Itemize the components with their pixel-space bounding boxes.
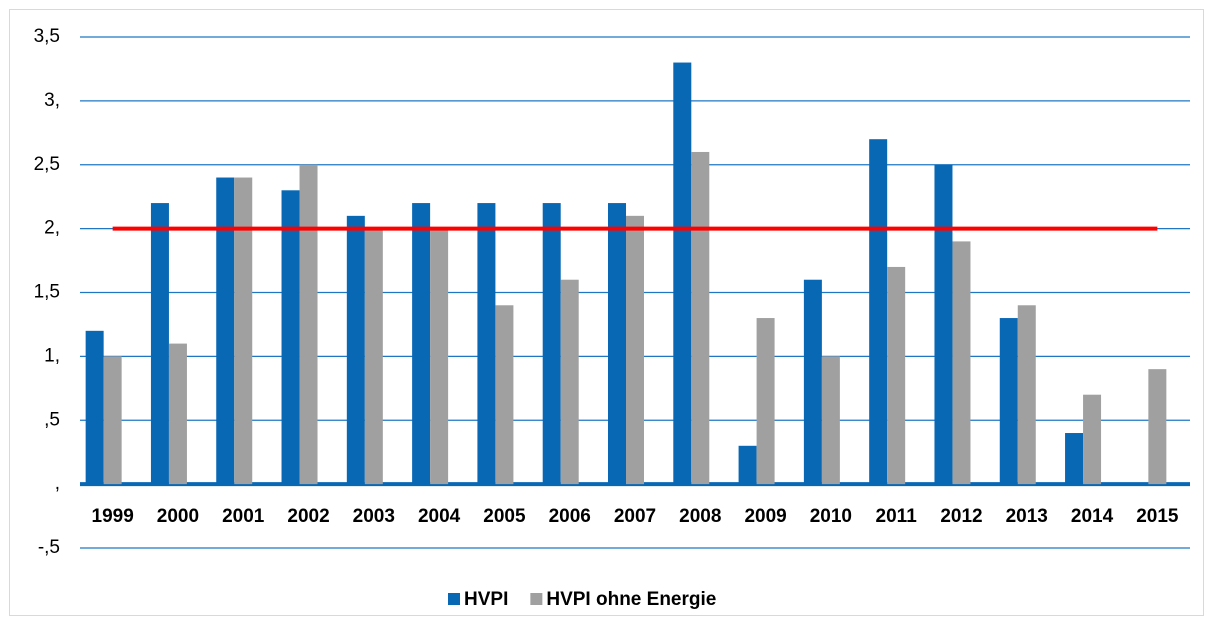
bar <box>738 445 757 485</box>
bar <box>887 266 906 485</box>
x-tick-label: 2007 <box>614 506 656 527</box>
x-tick-label: 2014 <box>1071 506 1114 527</box>
legend-swatch <box>448 593 460 605</box>
y-tick-label: 1,5 <box>34 282 60 303</box>
x-tick-label: 2013 <box>1006 506 1048 527</box>
bar <box>626 215 644 485</box>
bar <box>412 203 431 485</box>
bar <box>542 203 561 485</box>
bar <box>1017 305 1036 485</box>
bar <box>1065 433 1084 485</box>
bar <box>150 203 169 485</box>
y-tick-label: 2,5 <box>34 154 60 175</box>
bar <box>869 139 888 485</box>
x-tick-label: 2000 <box>157 506 199 527</box>
bar <box>85 330 104 485</box>
bar <box>364 228 383 485</box>
y-tick-label: , <box>55 473 60 494</box>
x-tick-label: 2005 <box>483 506 526 527</box>
bar <box>803 279 822 485</box>
legend-swatch <box>530 593 543 605</box>
bar <box>560 279 579 485</box>
bar <box>495 305 514 485</box>
x-tick-label: 2006 <box>549 506 591 527</box>
bar <box>691 151 710 485</box>
bar <box>234 177 253 485</box>
bar <box>168 343 187 485</box>
bar <box>756 318 775 485</box>
bar <box>299 164 318 485</box>
bar <box>1148 369 1167 485</box>
y-tick-label: 2, <box>44 218 60 239</box>
bar <box>216 177 235 485</box>
bar <box>934 164 953 485</box>
bar <box>346 215 365 485</box>
y-tick-label: 3,5 <box>34 26 60 47</box>
bar <box>673 62 692 485</box>
bar <box>281 190 300 485</box>
chart-border <box>9 9 1204 616</box>
x-tick-label: 2010 <box>810 506 852 527</box>
x-tick-label: 2004 <box>418 506 461 527</box>
bar <box>608 203 626 485</box>
legend-label: HVPI <box>464 589 508 610</box>
x-tick-label: 2002 <box>287 506 329 527</box>
x-tick-label: 1999 <box>92 506 134 527</box>
y-tick-label: 3, <box>44 90 60 111</box>
y-tick-label: 1, <box>44 345 60 366</box>
x-tick-label: 2015 <box>1136 506 1179 527</box>
bar <box>477 203 496 485</box>
bar <box>103 356 122 485</box>
x-tick-label: 2001 <box>222 506 265 527</box>
x-tick-label: 2008 <box>679 506 721 527</box>
bar <box>821 356 840 485</box>
x-tick-label: 2011 <box>876 506 918 527</box>
y-tick-label: ,5 <box>44 409 60 430</box>
x-tick-label: 2009 <box>744 506 786 527</box>
bar <box>430 228 449 485</box>
bar <box>999 318 1018 485</box>
x-tick-label: 2012 <box>940 506 982 527</box>
y-tick-label: -,5 <box>38 537 60 558</box>
bar <box>952 241 971 485</box>
x-tick-label: 2003 <box>353 506 395 527</box>
bar <box>1083 394 1102 485</box>
legend-label: HVPI ohne Energie <box>546 589 716 610</box>
